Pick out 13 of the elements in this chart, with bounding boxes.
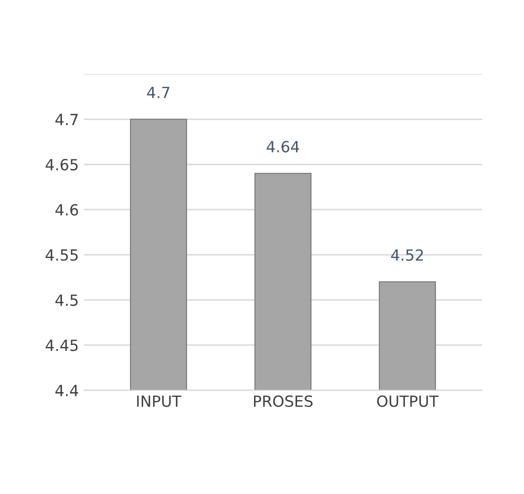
x-tick-label: INPUT [137,396,182,407]
y-tick-label: 4.45 [46,340,78,352]
data-label: 4.52 [391,249,423,261]
x-tick-label: PROSES [254,395,313,407]
y-tick-label: 4.55 [46,249,78,261]
y-tick-label: 4.7 [55,114,78,126]
data-label: 4.7 [147,86,170,98]
x-tick-label: OUTPUT [377,395,439,407]
y-tick-label: 4.5 [55,294,78,306]
y-tick-label: 4.65 [46,158,78,170]
data-label: 4.64 [266,140,300,152]
y-tick-label: 4.6 [55,204,78,216]
y-tick-label: 4.4 [55,384,78,396]
